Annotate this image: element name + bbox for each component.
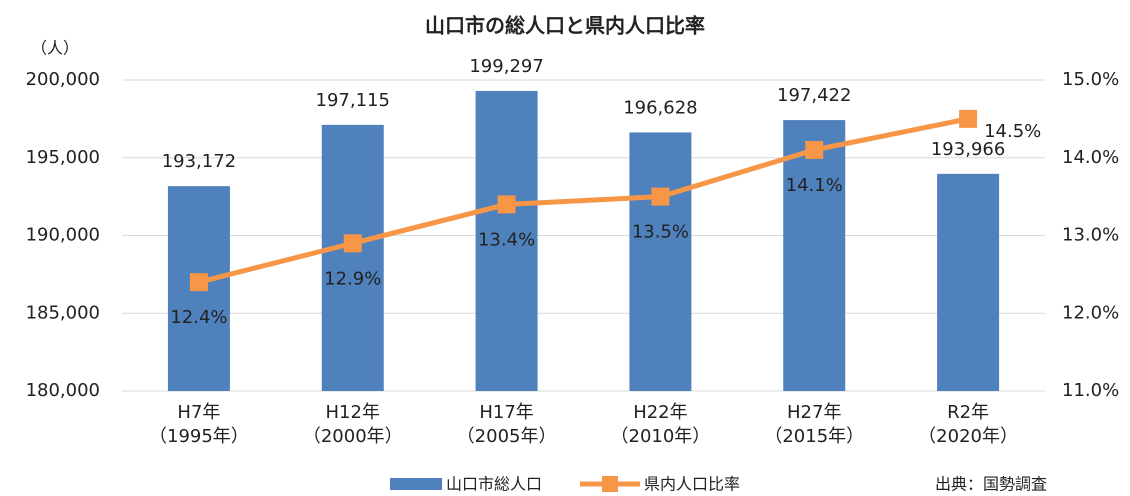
bar (475, 90, 538, 392)
x-tick-label: （2000年） (303, 426, 403, 447)
line-marker (651, 187, 670, 206)
legend-label: 県内人口比率 (644, 475, 740, 494)
line-value-label: 12.4% (170, 307, 227, 328)
x-tick-label: （2015年） (764, 426, 864, 447)
x-tick-label: H17年 (479, 402, 533, 423)
x-tick-label: H27年 (787, 402, 841, 423)
y2-tick-label: 14.0% (1062, 147, 1119, 168)
bar-value-label: 193,966 (931, 139, 1005, 160)
legend-swatch (390, 478, 442, 490)
y-tick-label: 200,000 (26, 69, 100, 90)
line-value-label: 14.1% (786, 175, 843, 196)
x-tick-label: H22年 (633, 402, 687, 423)
bar (937, 173, 1000, 391)
bar-value-label: 199,297 (469, 56, 543, 77)
chart-title: 山口市の総人口と県内人口比率 (425, 14, 705, 38)
legend-swatch (602, 476, 618, 492)
line-marker (497, 195, 516, 214)
bar (629, 132, 692, 391)
y-tick-label: 180,000 (26, 380, 100, 401)
bar-value-label: 193,172 (162, 151, 236, 172)
bar-value-label: 197,115 (316, 90, 390, 111)
legend-label: 山口市総人口 (446, 475, 542, 494)
y2-tick-label: 13.0% (1062, 225, 1119, 246)
x-tick-label: R2年 (947, 402, 989, 423)
line-value-label: 13.4% (478, 229, 535, 250)
y2-tick-label: 15.0% (1062, 69, 1119, 90)
y2-tick-label: 12.0% (1062, 302, 1119, 323)
y-tick-label: 190,000 (26, 225, 100, 246)
line-value-label: 13.5% (632, 222, 689, 243)
y2-tick-label: 11.0% (1062, 380, 1119, 401)
line (198, 116, 969, 285)
x-tick-label: H12年 (326, 402, 380, 423)
source: 出典：国勢調査 (935, 475, 1047, 494)
line-value-label: 12.9% (324, 268, 381, 289)
y-tick-label: 185,000 (26, 302, 100, 323)
x-tick-label: （2010年） (611, 426, 711, 447)
line-marker (805, 140, 824, 159)
y-tick-label: 195,000 (26, 147, 100, 168)
bar-value-label: 196,628 (623, 97, 697, 118)
line-value-label: 14.5% (984, 121, 1041, 142)
line-marker (959, 109, 978, 128)
x-tick-label: （1995年） (149, 426, 249, 447)
bar (783, 120, 846, 392)
line-marker (343, 234, 362, 253)
x-tick-label: H7年 (177, 402, 220, 423)
bar-value-label: 197,422 (777, 85, 851, 106)
x-tick-label: （2005年） (457, 426, 557, 447)
bar (321, 124, 384, 391)
y-axis-unit: （人） (31, 39, 79, 58)
line-marker (189, 273, 208, 292)
x-tick-label: （2020年） (918, 426, 1018, 447)
